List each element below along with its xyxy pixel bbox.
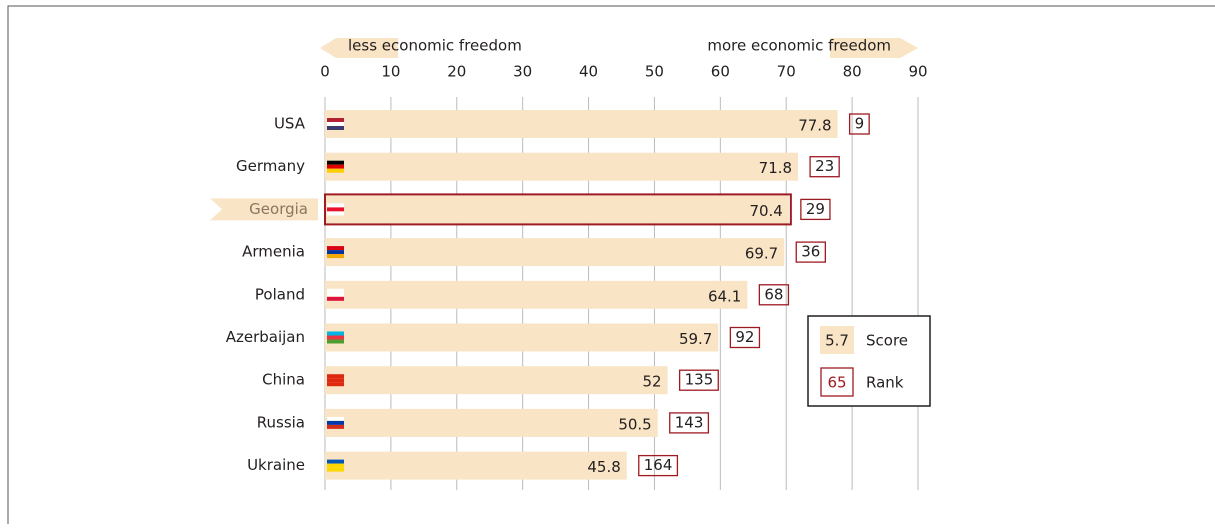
flag xyxy=(327,160,344,165)
y-tick-label: Armenia xyxy=(242,243,305,261)
bar xyxy=(325,451,627,480)
flag xyxy=(327,416,344,421)
x-tick-label: 10 xyxy=(381,63,400,81)
rank-box xyxy=(729,326,761,349)
flag xyxy=(327,467,344,472)
legend-label: Rank xyxy=(866,374,904,392)
flag xyxy=(327,122,344,126)
bar xyxy=(325,238,785,267)
flag xyxy=(327,463,344,468)
flag xyxy=(327,288,344,293)
bar xyxy=(325,110,838,138)
highlight-arrow xyxy=(210,198,318,221)
y-tick-label: Germany xyxy=(236,157,305,175)
legend-label: Score xyxy=(866,332,908,350)
value-label: 59.7 xyxy=(679,330,712,348)
rank-label: 135 xyxy=(685,371,714,389)
x-tick-label: 60 xyxy=(711,63,730,81)
rank-label: 164 xyxy=(644,456,673,474)
y-tick-label: Russia xyxy=(257,413,305,431)
rank-box xyxy=(795,241,826,263)
flag xyxy=(327,292,344,297)
flag xyxy=(327,382,344,387)
bar xyxy=(325,280,748,309)
flag xyxy=(327,164,344,169)
flag xyxy=(327,335,344,340)
bar xyxy=(325,408,658,437)
flag xyxy=(327,207,344,212)
x-tick-label: 70 xyxy=(777,63,796,81)
flag xyxy=(327,374,344,379)
rank-box xyxy=(638,454,679,477)
x-tick-label: 90 xyxy=(908,63,927,81)
rank-box xyxy=(678,369,719,391)
rank-box xyxy=(669,412,710,434)
flag xyxy=(327,296,344,301)
value-label: 71.8 xyxy=(759,159,792,177)
value-label: 52 xyxy=(643,373,662,391)
flag xyxy=(327,203,344,208)
value-label: 45.8 xyxy=(587,458,620,476)
value-label: 70.4 xyxy=(749,202,782,220)
bar xyxy=(325,323,719,352)
flag xyxy=(327,254,344,259)
rank-label: 9 xyxy=(855,115,865,133)
legend-sample: 5.7 xyxy=(825,332,849,350)
right-arrow xyxy=(830,38,918,58)
annotation: more economic freedom xyxy=(707,37,891,55)
x-tick-label: 0 xyxy=(320,63,330,81)
y-tick-label: Ukraine xyxy=(247,456,305,474)
bar xyxy=(325,366,668,395)
value-label: 64.1 xyxy=(708,287,741,305)
legend-swatch xyxy=(820,367,854,397)
rank-label: 143 xyxy=(675,413,704,431)
flag xyxy=(327,118,344,122)
value-label: 77.8 xyxy=(798,117,831,135)
flag xyxy=(327,339,344,344)
flag xyxy=(327,331,344,336)
y-tick-label: Azerbaijan xyxy=(226,328,305,346)
y-tick-label: Poland xyxy=(255,285,305,303)
left-arrow xyxy=(320,38,398,58)
flag xyxy=(327,420,344,425)
flag xyxy=(327,250,344,255)
annotation: less economic freedom xyxy=(348,37,522,55)
legend-sample: 65 xyxy=(827,374,846,392)
highlight-box xyxy=(324,193,792,226)
frame xyxy=(7,5,1215,528)
rank-box xyxy=(848,113,870,135)
flag xyxy=(327,378,344,383)
rank-label: 29 xyxy=(806,200,825,218)
rank-label: 23 xyxy=(815,157,834,175)
bar xyxy=(325,195,789,224)
value-label: 69.7 xyxy=(745,245,778,263)
flag xyxy=(327,459,344,464)
value-label: 50.5 xyxy=(618,415,651,433)
x-tick-label: 40 xyxy=(579,63,598,81)
y-tick-label: Georgia xyxy=(249,200,308,218)
flag xyxy=(327,168,344,173)
rank-label: 92 xyxy=(735,328,754,346)
rank-box xyxy=(809,156,840,178)
x-tick-label: 50 xyxy=(645,63,664,81)
flag xyxy=(327,211,344,216)
rank-box xyxy=(758,284,790,306)
flag xyxy=(327,424,344,429)
rank-box xyxy=(800,198,831,221)
y-tick-label: China xyxy=(262,371,305,389)
x-tick-label: 20 xyxy=(447,63,466,81)
y-tick-label: USA xyxy=(274,115,306,133)
x-tick-label: 80 xyxy=(843,63,862,81)
legend-swatch xyxy=(820,326,854,354)
flag xyxy=(327,126,344,130)
rank-label: 68 xyxy=(764,285,783,303)
bar xyxy=(325,152,799,181)
rank-label: 36 xyxy=(801,243,820,261)
flag xyxy=(327,246,344,251)
x-tick-label: 30 xyxy=(513,63,532,81)
